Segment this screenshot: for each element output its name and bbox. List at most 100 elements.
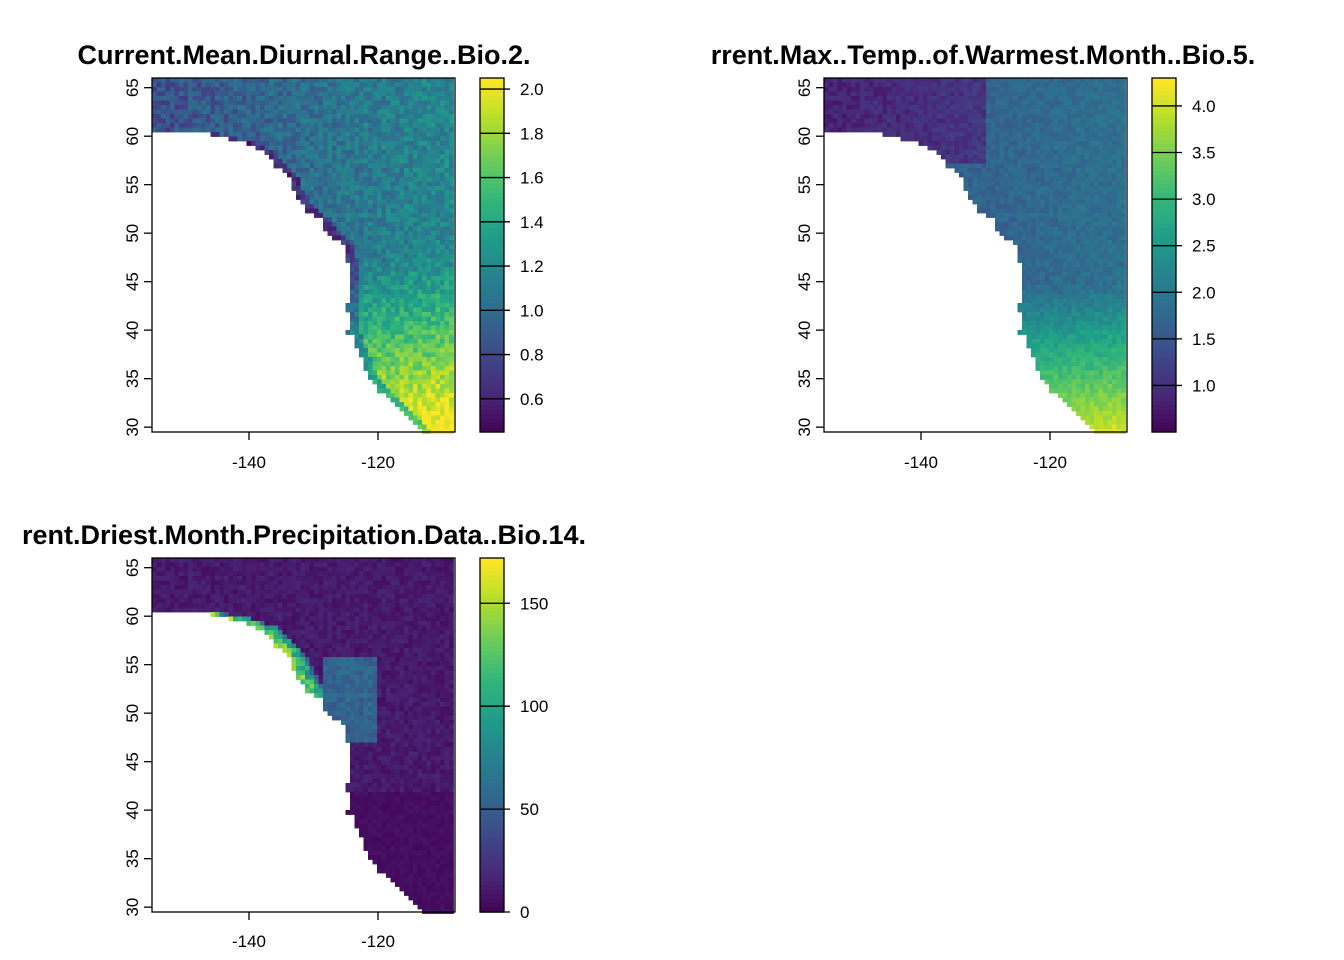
raster-cell [905,114,910,119]
raster-cell [354,159,360,164]
raster-cell [359,312,364,317]
raster-cell [390,325,396,331]
raster-cell [873,123,879,128]
raster-cell [1035,186,1041,191]
raster-cell [422,249,427,254]
raster-cell [1022,321,1027,326]
raster-cell [449,163,454,169]
raster-cell [1080,357,1086,362]
raster-cell [386,316,391,322]
raster-cell [399,330,405,335]
raster-cell [251,132,256,137]
raster-cell [413,172,418,178]
raster-cell [242,91,247,97]
raster-cell [422,204,427,209]
raster-cell [422,226,427,232]
raster-cell [1112,127,1117,133]
raster-cell [1035,204,1041,209]
raster-cell [1008,82,1014,88]
raster-cell [359,136,364,142]
raster-cell [1053,91,1059,97]
raster-cell [905,105,910,110]
raster-cell [963,118,969,124]
raster-cell [395,244,400,250]
raster-cell [860,114,865,119]
raster-cell [1053,325,1059,331]
y-tick-label: 50 [123,224,142,243]
raster-cell [390,136,396,142]
raster-cell [1026,118,1032,124]
raster-cell [914,136,919,142]
raster-cell [1062,339,1068,344]
raster-cell [359,177,364,182]
raster-cell [363,91,369,97]
raster-cell [864,82,870,88]
raster-cell [287,114,292,119]
raster-cell [1067,109,1072,115]
raster-cell [1112,213,1117,218]
raster-cell [413,276,418,281]
raster-cell [1004,127,1009,133]
raster-cell [1076,82,1081,88]
raster-cell [246,96,252,101]
raster-cell [1053,231,1059,236]
raster-cell [431,325,436,331]
raster-cell [413,330,418,335]
raster-cell [417,177,423,182]
raster-cell [296,100,301,106]
raster-cell [354,235,360,241]
raster-cell [372,213,378,218]
raster-cell [323,190,328,196]
raster-cell [426,168,432,173]
raster-cell [395,384,400,389]
raster-cell [990,186,996,191]
raster-cell [300,96,306,101]
raster-cell [1058,127,1063,133]
raster-cell [1013,87,1018,92]
raster-cell [435,312,441,317]
raster-cell [318,159,324,164]
raster-cell [395,150,400,155]
raster-cell [287,132,292,137]
raster-cell [363,240,369,245]
raster-cell [408,303,414,308]
raster-cell [1098,136,1104,142]
raster-cell [1094,100,1099,106]
raster-cell [431,208,436,214]
raster-cell [408,96,414,101]
raster-cell [327,91,333,97]
raster-cell [363,186,369,191]
raster-cell [449,253,454,259]
raster-cell [282,109,288,115]
raster-cell [932,127,937,133]
raster-cell [1017,217,1023,223]
raster-cell [855,105,861,110]
raster-cell [918,78,924,83]
raster-cell [309,127,315,133]
raster-cell [1112,78,1117,83]
raster-cell [449,105,454,110]
raster-cell [1071,352,1077,358]
raster-cell [440,280,445,286]
raster-cell [923,136,928,142]
raster-cell [350,123,355,128]
raster-cell [291,78,297,83]
raster-cell [1067,204,1072,209]
raster-cell [954,168,960,173]
raster-cell [354,262,360,268]
raster-cell [386,150,391,155]
raster-cell [1067,145,1072,151]
raster-cell [444,253,450,259]
raster-cell [449,294,454,299]
raster-cell [332,114,337,119]
raster-cell [386,145,391,151]
raster-cell [977,91,982,97]
raster-cell [354,271,360,277]
raster-cell [860,105,865,110]
raster-cell [422,267,427,272]
raster-cell [1013,208,1018,214]
raster-cell [1103,159,1108,164]
raster-cell [282,91,288,97]
raster-cell [332,204,337,209]
raster-cell [206,100,211,106]
